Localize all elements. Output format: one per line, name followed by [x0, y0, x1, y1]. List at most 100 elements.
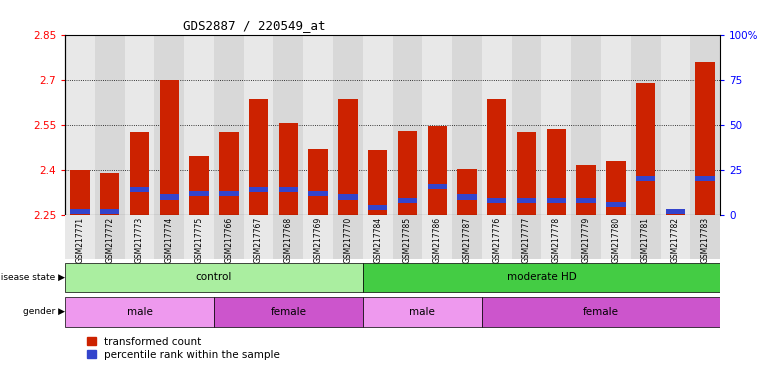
Bar [636, 176, 655, 182]
Bar [273, 215, 303, 259]
Text: female: female [270, 307, 306, 317]
Bar [303, 35, 333, 215]
Bar [690, 35, 720, 215]
Bar [214, 35, 244, 215]
Text: GSM217776: GSM217776 [493, 217, 501, 263]
Text: GSM217778: GSM217778 [552, 217, 561, 263]
Text: GSM217786: GSM217786 [433, 217, 442, 263]
Bar [214, 297, 363, 327]
Bar [273, 35, 303, 215]
Bar [487, 198, 506, 203]
Text: GSM217770: GSM217770 [343, 217, 352, 263]
Bar [184, 35, 214, 215]
Text: GSM217775: GSM217775 [195, 217, 204, 263]
Text: GSM217771: GSM217771 [76, 217, 84, 263]
Bar [392, 215, 422, 259]
Bar [452, 215, 482, 259]
Bar [249, 187, 268, 192]
Text: GSM217774: GSM217774 [165, 217, 174, 263]
Bar [517, 198, 536, 203]
Bar [130, 187, 149, 192]
Bar [65, 35, 95, 215]
Bar [363, 35, 392, 215]
Bar [630, 35, 660, 215]
Bar [214, 215, 244, 259]
Bar [666, 209, 685, 214]
Text: GDS2887 / 220549_at: GDS2887 / 220549_at [183, 19, 326, 32]
Legend: transformed count, percentile rank within the sample: transformed count, percentile rank withi… [83, 334, 283, 363]
Text: male: male [409, 307, 435, 317]
Bar [487, 99, 506, 215]
Bar [189, 191, 209, 196]
Bar [333, 215, 363, 259]
Bar [427, 126, 447, 215]
Bar [542, 215, 571, 259]
Bar [125, 215, 155, 259]
Text: disease state ▶: disease state ▶ [0, 273, 65, 282]
Bar [547, 198, 566, 203]
Bar [368, 150, 388, 215]
Text: GSM217768: GSM217768 [284, 217, 293, 263]
Text: GSM217769: GSM217769 [313, 217, 322, 263]
Text: female: female [583, 307, 619, 317]
Bar [159, 79, 179, 215]
Bar [422, 215, 452, 259]
Bar [95, 215, 125, 259]
Bar [547, 129, 566, 215]
Bar [422, 35, 452, 215]
Bar [333, 35, 363, 215]
Text: GSM217772: GSM217772 [105, 217, 114, 263]
Text: GSM217782: GSM217782 [671, 217, 680, 263]
Bar [452, 35, 482, 215]
Bar [482, 215, 512, 259]
Bar [363, 263, 720, 292]
Bar [70, 170, 90, 215]
Text: control: control [196, 272, 232, 283]
Bar [279, 123, 298, 215]
Bar [398, 131, 417, 215]
Bar [571, 35, 601, 215]
Bar [100, 173, 119, 215]
Bar [130, 132, 149, 215]
Bar [512, 35, 542, 215]
Bar [482, 35, 512, 215]
Bar [542, 35, 571, 215]
Bar [392, 35, 422, 215]
Bar [125, 35, 155, 215]
Bar [576, 166, 596, 215]
Text: moderate HD: moderate HD [506, 272, 576, 283]
Text: GSM217773: GSM217773 [135, 217, 144, 263]
Bar [244, 35, 273, 215]
Text: GSM217781: GSM217781 [641, 217, 650, 263]
Text: GSM217780: GSM217780 [611, 217, 620, 263]
Bar [427, 184, 447, 189]
Bar [303, 215, 333, 259]
Bar [249, 99, 268, 215]
Bar [696, 62, 715, 215]
Bar [457, 194, 476, 200]
Text: GSM217777: GSM217777 [522, 217, 531, 263]
Bar [309, 191, 328, 196]
Bar [601, 35, 630, 215]
Bar [630, 215, 660, 259]
Bar [219, 132, 238, 215]
Bar [368, 205, 388, 210]
Bar [339, 99, 358, 215]
Bar [155, 215, 184, 259]
Bar [363, 297, 482, 327]
Text: male: male [126, 307, 152, 317]
Bar [512, 215, 542, 259]
Bar [184, 215, 214, 259]
Bar [363, 215, 392, 259]
Text: GSM217787: GSM217787 [463, 217, 472, 263]
Bar [219, 191, 238, 196]
Text: GSM217785: GSM217785 [403, 217, 412, 263]
Bar [159, 194, 179, 200]
Bar [155, 35, 184, 215]
Bar [636, 83, 655, 215]
Bar [606, 161, 626, 215]
Text: GSM217783: GSM217783 [701, 217, 709, 263]
Bar [100, 209, 119, 214]
Bar [65, 263, 363, 292]
Text: GSM217766: GSM217766 [224, 217, 234, 263]
